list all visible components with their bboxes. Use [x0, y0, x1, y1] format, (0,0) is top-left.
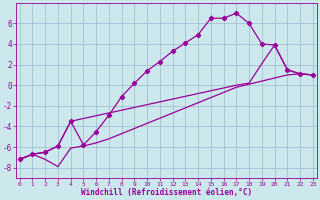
X-axis label: Windchill (Refroidissement éolien,°C): Windchill (Refroidissement éolien,°C)	[81, 188, 252, 197]
